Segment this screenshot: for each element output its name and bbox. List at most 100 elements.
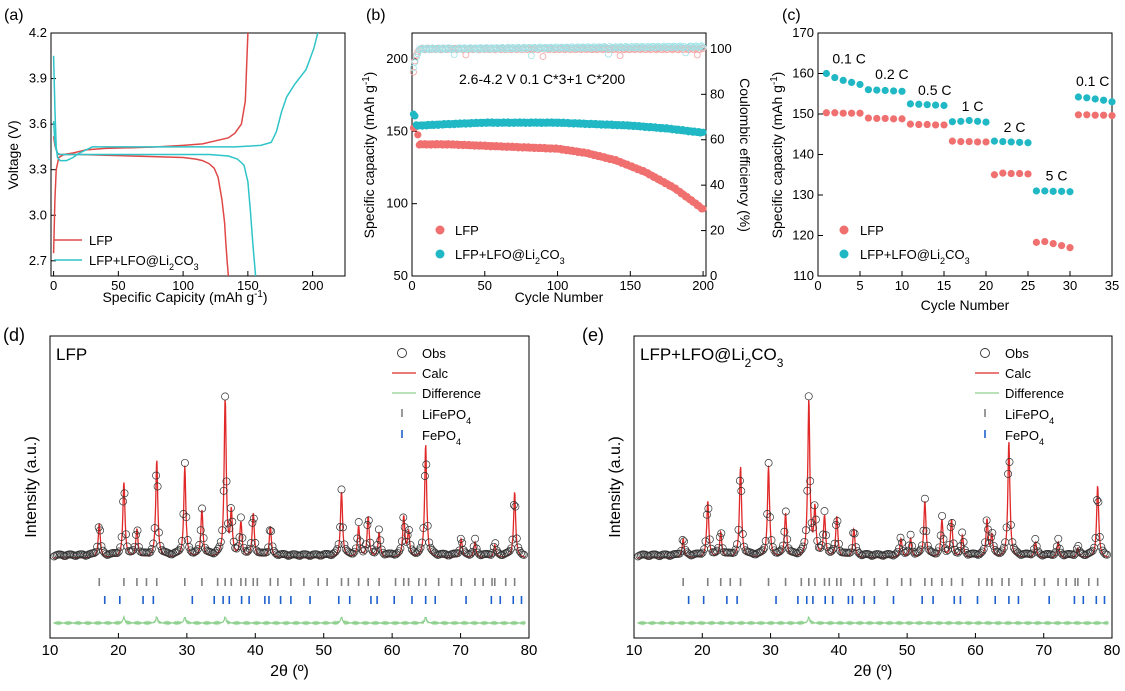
obs-marker: [422, 460, 431, 469]
obs-marker: [520, 550, 528, 559]
obs-marker: [405, 526, 413, 534]
obs-marker: [127, 547, 136, 556]
obs-marker: [392, 550, 401, 559]
lfo-rate-marker: [1074, 93, 1082, 101]
lfo-rate-marker: [906, 100, 915, 108]
text-part: 3: [777, 356, 784, 370]
x-tick-label-d: 70: [452, 642, 469, 659]
text-part: 2: [940, 256, 945, 266]
panel-label-b: (b): [366, 7, 386, 24]
lfo-rate-marker: [957, 117, 965, 125]
legend-marker-lfp-b: [435, 225, 445, 235]
obs-marker: [130, 542, 139, 551]
obs-marker: [464, 550, 472, 559]
markers-c: [822, 69, 1116, 252]
ce-marker: [599, 44, 607, 52]
obs-marker: [711, 547, 720, 556]
obs-marker: [153, 482, 162, 491]
lfo-rate-marker: [1007, 138, 1015, 146]
obs-marker: [124, 547, 133, 555]
obs-marker: [978, 547, 987, 556]
lfo-curve: [52, 33, 319, 162]
obs-marker: [265, 526, 274, 535]
x-tick-label-d: 30: [179, 642, 196, 659]
obs-marker: [975, 550, 984, 559]
plot-c: 0 5 10 15 20 25 30 35 110 120 130 140 150 160 170: [792, 25, 1119, 293]
obs-marker: [793, 549, 802, 558]
legend-label-lfo-a: LFP+LFO@Li2CO3: [89, 253, 199, 272]
obs-marker: [916, 545, 925, 554]
obs-marker: [132, 530, 140, 539]
text-part: 3: [560, 256, 565, 266]
markers-b: [409, 42, 707, 213]
obs-marker: [247, 539, 255, 548]
lfo-rate-marker: [1083, 94, 1091, 102]
obs-marker: [740, 542, 749, 551]
obs-marker: [363, 521, 372, 529]
obs-marker: [890, 550, 899, 559]
panel-title-e: LFP+LFO@Li2CO3: [640, 345, 784, 370]
y2-axis-title-b: Coulombic efficiency (%): [737, 78, 753, 232]
text-part: 4: [456, 437, 461, 447]
obs-marker: [410, 548, 419, 557]
lfp-rate-marker: [948, 137, 957, 145]
plot-frame-e: [633, 335, 1113, 639]
obs-marker: [235, 533, 244, 542]
obs-marker: [1103, 550, 1111, 559]
lfp-rate-marker: [1032, 238, 1040, 246]
obs-marker: [939, 535, 948, 544]
lfo-rate-marker: [890, 87, 898, 95]
lfo-rate-marker: [1108, 98, 1116, 106]
x-tick-label-b: 100: [547, 278, 569, 293]
plot-a: 0 50 100 150 200 2.7 3.0 3.3 3.6 3.9 4.2: [29, 25, 324, 293]
obs-marker: [117, 532, 126, 541]
obs-marker: [995, 549, 1004, 558]
obs-marker: [268, 542, 277, 551]
obs-marker: [406, 540, 415, 549]
obs-marker: [96, 526, 105, 535]
obs-marker: [1091, 534, 1100, 542]
lfp-rate-marker: [932, 121, 940, 129]
obs-marker: [198, 504, 207, 513]
text-part: FePO: [1005, 428, 1039, 443]
legend-fepo4-label-d: FePO4: [422, 428, 461, 447]
x-tick-label-b: 150: [619, 278, 641, 293]
obs-marker: [119, 497, 128, 506]
obs-marker: [986, 533, 995, 542]
plot-frame-a: [50, 32, 346, 277]
obs-marker: [959, 538, 968, 546]
obs-marker: [1005, 458, 1014, 466]
rate-label-c: 1 C: [962, 98, 984, 114]
obs-marker: [261, 548, 270, 557]
obs-marker: [918, 541, 926, 550]
lfp-rate-marker: [873, 114, 881, 123]
obs-marker: [801, 526, 810, 535]
obs-marker: [922, 527, 931, 536]
lfo-rate-marker: [1049, 187, 1057, 195]
obs-marker: [985, 539, 994, 548]
obs-marker: [817, 541, 826, 550]
obs-marker: [796, 547, 805, 555]
text-part: LiFePO: [1005, 407, 1049, 422]
obs-marker: [806, 477, 815, 486]
text-part: LFP+LFO@Li: [89, 253, 169, 268]
x-tick-label-b: 0: [408, 278, 415, 293]
legend-obs-label-d: Obs: [422, 346, 446, 361]
y-tick-label-c: 150: [792, 106, 814, 121]
obs-marker: [185, 543, 194, 552]
obs-marker: [735, 476, 744, 485]
obs-marker: [705, 535, 714, 544]
obs-marker: [783, 535, 792, 544]
obs-marker: [465, 550, 474, 559]
obs-marker: [172, 547, 181, 556]
lfo-rate-marker: [864, 86, 873, 94]
obs-marker: [350, 547, 359, 556]
lfo-rate-marker: [965, 116, 973, 125]
x-tick-label-e: 20: [694, 642, 711, 659]
obs-marker: [241, 547, 250, 556]
obs-marker: [357, 545, 366, 554]
y-axis-title-a: Voltage (V): [5, 120, 21, 189]
legend-label-lfp-b: LFP: [455, 223, 479, 238]
obs-marker: [853, 547, 862, 556]
obs-marker: [372, 546, 380, 555]
